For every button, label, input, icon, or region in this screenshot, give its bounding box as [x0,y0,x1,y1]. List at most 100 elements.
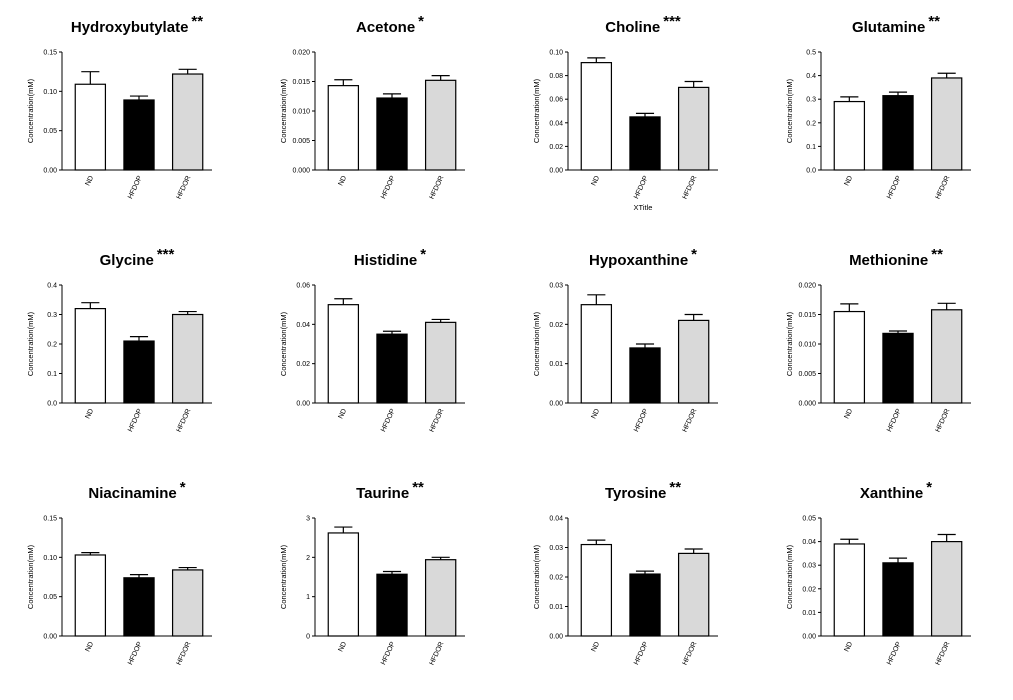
error-bar [840,96,859,102]
bar [930,540,963,637]
error-bar [81,552,100,555]
error-bar [888,91,908,96]
title-text: Xanthine [860,485,923,502]
y-axis-label: Concentration(mM) [785,544,794,609]
bar [424,559,457,637]
x-axis-label: XTitle [634,203,653,212]
error-bar [684,80,703,88]
panel: Glutamine ** Concentration(mM) 0.0 0.1 0.2 0.3… [785,13,971,200]
y-axis-label: Concentration(mM) [532,78,541,143]
y-tick-label: 1 [306,594,310,601]
error-bar [840,303,859,312]
y-tick-label: 0.10 [43,555,57,562]
y-tick-label: 0.08 [549,73,563,80]
x-tick-label: HFDOP [633,408,650,433]
bar [171,313,204,404]
y-tick-label: 0.03 [802,563,816,570]
y-tick-label: 0.5 [806,50,816,57]
x-tick-label: ND [85,408,96,420]
x-tick-label: HFDOR [935,408,952,434]
y-tick-label: 0.01 [549,604,563,611]
title-text: Glycine [100,252,154,269]
error-bar [334,526,353,533]
x-tick-label: ND [591,175,602,187]
y-axis-label: Concentration(mM) [279,544,288,609]
x-tick-label: HFDOR [935,175,952,201]
y-tick-label: 0.05 [43,128,57,135]
y-tick-label: 0.4 [47,283,57,290]
bar [376,333,408,404]
x-tick-label: HFDOP [633,175,650,200]
bar [882,332,914,404]
error-bar [334,79,353,86]
y-tick-label: 0.06 [549,97,563,104]
y-tick-label: 0.00 [43,168,57,175]
panel-title: Glutamine ** [852,13,940,36]
x-tick-label: ND [844,175,855,187]
bar [171,569,204,637]
bar [677,552,710,637]
y-tick-label: 0.015 [292,79,310,86]
error-bar [840,538,859,544]
x-tick-label: ND [844,641,855,653]
panel: Tyrosine ** Concentration(mM) 0.00 0.01 0.02 0… [532,479,718,666]
y-tick-label: 0.1 [47,371,57,378]
significance-stars: * [926,479,932,496]
x-tick-label: HFDOR [682,641,699,667]
error-bar [129,574,149,578]
x-tick-label: ND [338,641,349,653]
title-text: Histidine [354,252,417,269]
bar [930,309,963,404]
y-tick-label: 0.015 [798,312,816,319]
bar [74,554,107,637]
panel-title: Taurine ** [356,479,424,502]
panel-title: Tyrosine ** [605,479,681,502]
y-tick-label: 0.05 [43,594,57,601]
x-tick-label: ND [85,175,96,187]
y-tick-label: 0.00 [549,168,563,175]
panel-title: Hypoxanthine * [589,246,697,269]
y-tick-label: 0.02 [549,322,563,329]
bar [882,95,914,171]
y-tick-label: 0.06 [296,283,310,290]
bar [833,543,866,637]
error-bar [431,75,450,81]
y-tick-label: 0.05 [802,516,816,523]
y-tick-label: 0.15 [43,50,57,57]
x-tick-label: HFDOR [176,408,193,434]
x-tick-label: ND [338,175,349,187]
error-bar [178,566,197,570]
x-tick-label: HFDOP [886,641,903,666]
x-tick-label: HFDOR [176,641,193,667]
y-tick-label: 0.02 [549,575,563,582]
y-tick-label: 0.005 [798,371,816,378]
significance-stars: * [418,13,424,30]
y-tick-label: 0.03 [549,283,563,290]
bar [74,83,107,171]
panel-title: Histidine * [354,246,426,269]
y-tick-label: 0.000 [798,401,816,408]
y-tick-label: 0.3 [47,312,57,319]
y-axis-label: Concentration(mM) [785,311,794,376]
y-tick-label: 0.3 [806,97,816,104]
error-bar [937,533,956,542]
y-tick-label: 0.0 [47,401,57,408]
y-tick-label: 0.04 [296,322,310,329]
x-tick-label: ND [338,408,349,420]
x-tick-label: HFDOP [380,641,397,666]
significance-stars: ** [931,246,943,263]
y-axis-label: Concentration(mM) [26,311,35,376]
y-tick-label: 0.02 [296,361,310,368]
significance-stars: ** [191,13,203,30]
y-tick-label: 0.020 [292,50,310,57]
panel: Hypoxanthine * Concentration(mM) 0.00 0.01 0.… [532,246,718,433]
bar [123,340,155,404]
error-bar [937,302,956,310]
error-bar [587,57,606,63]
title-text: Niacinamine [88,485,176,502]
y-axis-label: Concentration(mM) [532,311,541,376]
panel-title: Choline *** [605,13,681,36]
y-tick-label: 0.1 [806,144,816,151]
y-tick-label: 0.020 [798,283,816,290]
significance-stars: ** [669,479,681,496]
